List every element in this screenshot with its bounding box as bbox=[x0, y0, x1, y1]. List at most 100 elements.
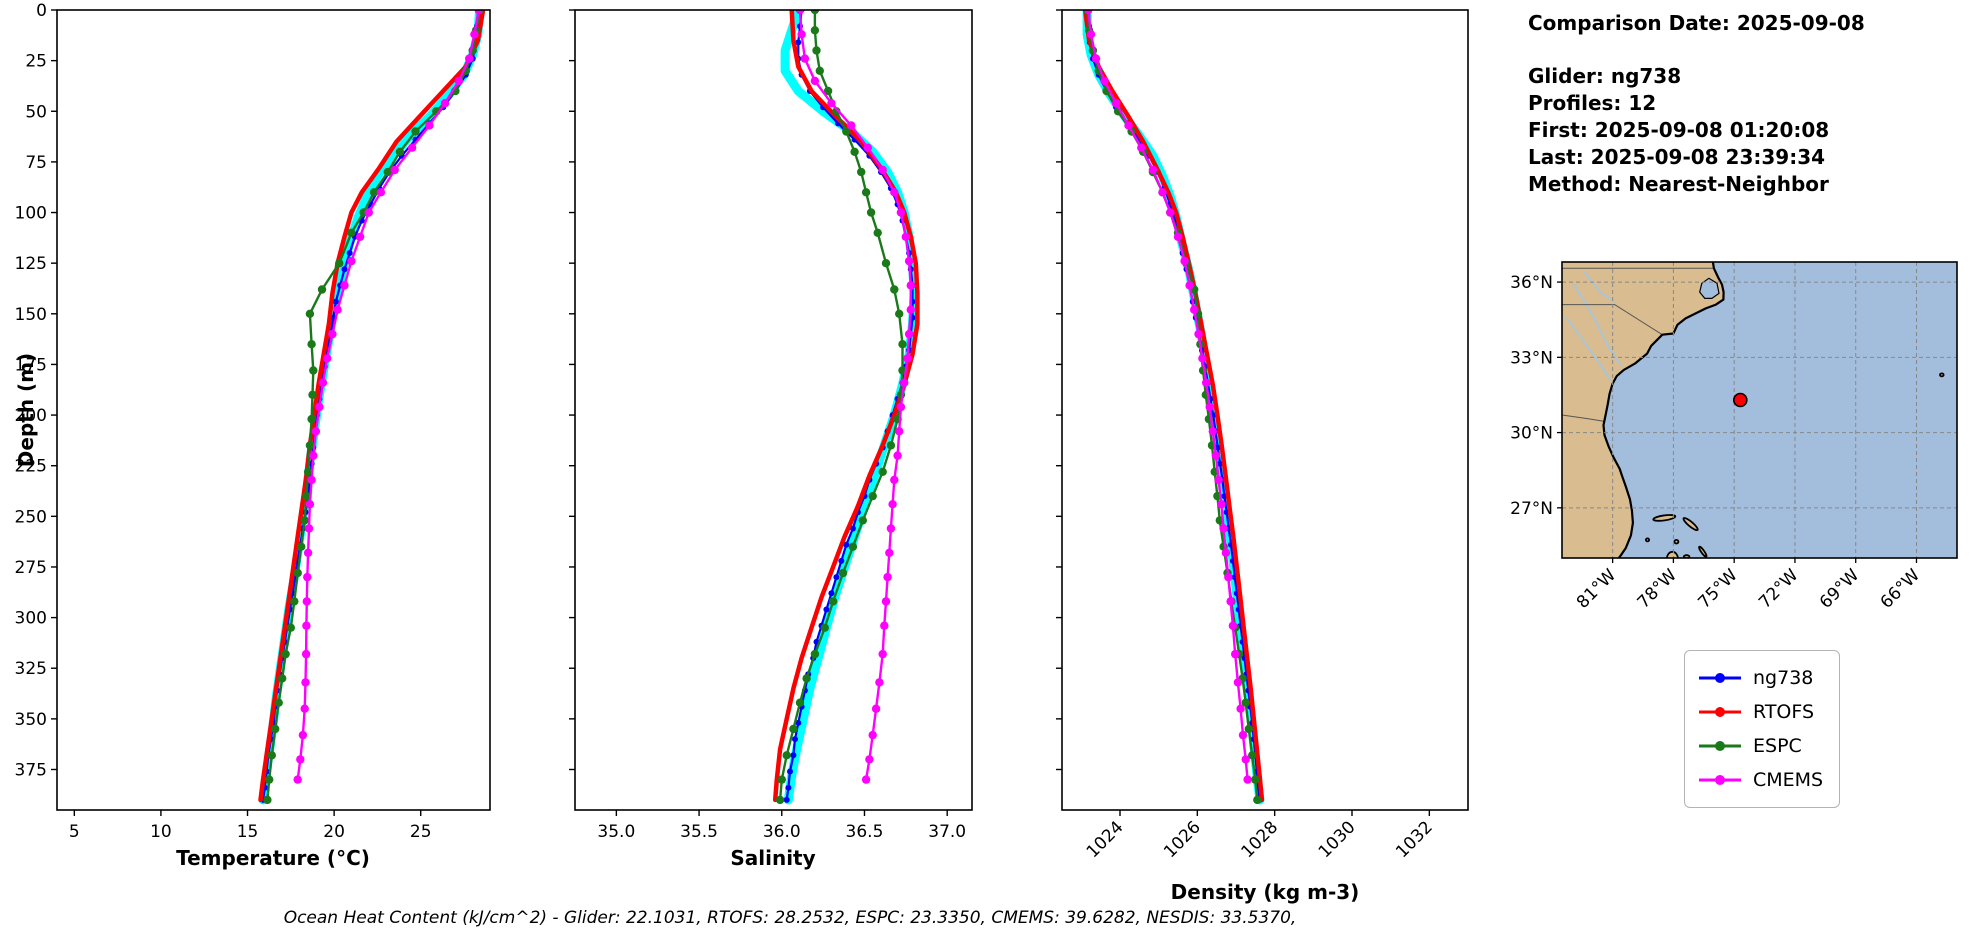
map-river bbox=[1583, 271, 1616, 303]
salinity-marker-CMEMS bbox=[903, 354, 912, 363]
temperature-marker-ESPC bbox=[263, 795, 272, 805]
map-island bbox=[1652, 514, 1677, 522]
temperature-marker-ESPC bbox=[271, 724, 280, 734]
salinity-marker-ESPC bbox=[810, 10, 820, 15]
temperature-marker-ESPC bbox=[265, 775, 274, 784]
legend-marker-ng738 bbox=[1699, 673, 1741, 683]
temperature-xtick-label: 5 bbox=[69, 822, 80, 842]
temperature-marker-ng738 bbox=[341, 266, 348, 273]
info-line: Method: Nearest-Neighbor bbox=[1528, 172, 1829, 196]
temperature-series-group bbox=[258, 10, 486, 805]
temperature-marker-ESPC bbox=[308, 390, 317, 399]
map-lat-label: 33°N bbox=[1510, 348, 1553, 368]
salinity-marker-CMEMS bbox=[875, 678, 884, 687]
temperature-line-glider bbox=[258, 10, 485, 805]
map-state-border bbox=[1562, 414, 1604, 422]
comparison-date: Comparison Date: 2025-09-08 bbox=[1528, 11, 1865, 35]
legend-label: RTOFS bbox=[1753, 701, 1815, 723]
salinity-marker-ESPC bbox=[895, 309, 904, 318]
temperature-xtick-label: 10 bbox=[150, 822, 172, 842]
density-marker-CMEMS bbox=[1091, 54, 1101, 63]
density-marker-ng738 bbox=[1214, 444, 1221, 451]
salinity-marker-CMEMS bbox=[861, 775, 871, 784]
density-marker-ESPC bbox=[1253, 795, 1262, 805]
salinity-marker-ESPC bbox=[777, 775, 786, 784]
density-marker-CMEMS bbox=[1238, 730, 1248, 740]
density-xtick-label: 1024 bbox=[1083, 817, 1128, 862]
map-lon-label: 81°W bbox=[1573, 565, 1620, 612]
info-line: First: 2025-09-08 01:20:08 bbox=[1528, 118, 1830, 142]
depth-tick-label: 325 bbox=[15, 659, 47, 679]
temperature-marker-ESPC bbox=[347, 228, 356, 237]
salinity-marker-ESPC bbox=[868, 491, 877, 501]
temperature-marker-ESPC bbox=[369, 188, 379, 197]
salinity-marker-CMEMS bbox=[863, 143, 872, 152]
density-marker-CMEMS bbox=[1111, 99, 1121, 108]
depth-tick-label: 100 bbox=[15, 204, 47, 224]
temperature-axes-box bbox=[56, 9, 491, 811]
salinity-marker-ng738 bbox=[792, 736, 798, 743]
temperature-marker-ESPC bbox=[307, 414, 316, 424]
map-inset bbox=[1562, 262, 1957, 558]
temperature-marker-CMEMS bbox=[323, 354, 332, 363]
density-axes-box bbox=[1061, 9, 1469, 811]
salinity-marker-ESPC bbox=[789, 724, 798, 734]
depth-tick-label: 150 bbox=[15, 305, 47, 325]
salinity-marker-ESPC bbox=[802, 674, 811, 683]
salinity-marker-ESPC bbox=[873, 228, 882, 237]
temperature-marker-ESPC bbox=[335, 259, 344, 268]
info-line: Profiles: 12 bbox=[1528, 91, 1657, 115]
density-marker-CMEMS bbox=[1233, 678, 1243, 687]
density-marker-CMEMS bbox=[1100, 76, 1109, 86]
salinity-marker-CMEMS bbox=[797, 30, 806, 39]
density-marker-CMEMS bbox=[1198, 354, 1207, 363]
depth-tick-label: 375 bbox=[15, 760, 47, 780]
salinity-marker-CMEMS bbox=[795, 10, 805, 15]
salinity-marker-CMEMS bbox=[904, 256, 914, 266]
temperature-marker-ESPC bbox=[307, 340, 316, 349]
map-island bbox=[1673, 539, 1680, 545]
density-marker-CMEMS bbox=[1219, 524, 1228, 533]
density-marker-CMEMS bbox=[1194, 329, 1203, 339]
density-marker-ESPC bbox=[1241, 698, 1250, 707]
temperature-line-CMEMS bbox=[296, 10, 480, 781]
legend-marker-espc bbox=[1699, 741, 1741, 751]
density-marker-CMEMS bbox=[1202, 378, 1211, 387]
map-sound bbox=[1699, 277, 1720, 299]
density-marker-CMEMS bbox=[1173, 232, 1183, 241]
salinity-marker-CMEMS bbox=[878, 649, 887, 659]
legend: ng738 RTOFS ESPC CMEMS bbox=[1684, 650, 1841, 808]
map-lat-label: 36°N bbox=[1510, 273, 1553, 293]
density-xtick-label: 1028 bbox=[1237, 817, 1282, 862]
map-island bbox=[1665, 550, 1679, 558]
density-series-group bbox=[1082, 10, 1265, 805]
temperature-marker-ESPC bbox=[300, 516, 309, 525]
density-marker-CMEMS bbox=[1231, 649, 1240, 659]
salinity-marker-CMEMS bbox=[900, 378, 909, 387]
info-line: Last: 2025-09-08 23:39:34 bbox=[1528, 145, 1826, 169]
salinity-marker-CMEMS bbox=[865, 755, 874, 764]
salinity-marker-ESPC bbox=[848, 542, 858, 551]
depth-tick-label: 250 bbox=[15, 507, 47, 527]
salinity-marker-ESPC bbox=[810, 26, 820, 35]
temperature-marker-CMEMS bbox=[407, 143, 417, 152]
salinity-marker-ESPC bbox=[850, 147, 859, 156]
temperature-xtick-label: 15 bbox=[237, 822, 259, 842]
density-marker-CMEMS bbox=[1243, 775, 1252, 784]
temperature-marker-ng738 bbox=[346, 250, 353, 256]
temperature-line-RTOFS bbox=[258, 10, 486, 803]
salinity-marker-ng738 bbox=[823, 606, 830, 613]
temperature-line-ESPC bbox=[266, 10, 481, 802]
depth-tick-label: 350 bbox=[15, 710, 47, 730]
temperature-axis-label: Temperature (°C) bbox=[176, 846, 370, 870]
salinity-marker-ng738 bbox=[785, 784, 792, 791]
temperature-marker-CMEMS bbox=[303, 572, 312, 582]
density-xtick-label: 1026 bbox=[1160, 817, 1205, 862]
map-lat-label: 30°N bbox=[1510, 424, 1553, 444]
temperature-line-ng738 bbox=[262, 10, 479, 802]
legend-item-espc: ESPC bbox=[1697, 729, 1823, 763]
density-marker-ESPC bbox=[1248, 751, 1257, 760]
density-marker-CMEMS bbox=[1221, 548, 1231, 557]
temperature-marker-CMEMS bbox=[376, 188, 386, 197]
legend-item-ng738: ng738 bbox=[1697, 661, 1823, 695]
